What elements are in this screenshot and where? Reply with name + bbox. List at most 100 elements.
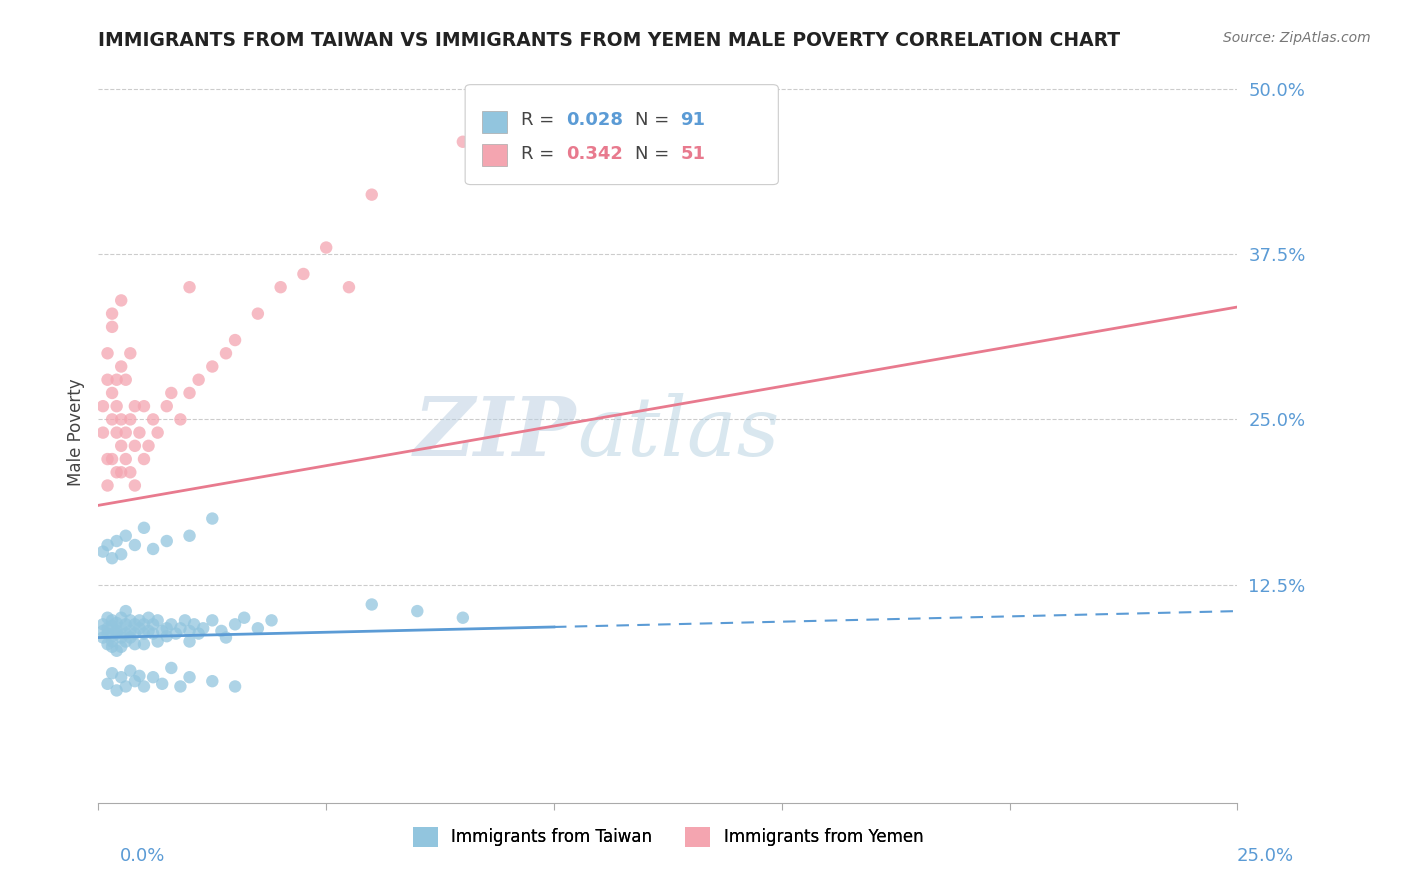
Point: [142, 541, 165, 556]
Point: [114, 452, 136, 467]
Point: [96, 478, 118, 492]
Text: N =: N =: [636, 112, 675, 129]
Point: [101, 618, 124, 632]
Point: [114, 373, 136, 387]
Point: [110, 670, 132, 684]
Point: [96, 621, 118, 635]
Point: [120, 412, 142, 426]
Point: [91, 544, 114, 558]
Point: [114, 604, 136, 618]
Text: IMMIGRANTS FROM TAIWAN VS IMMIGRANTS FROM YEMEN MALE POVERTY CORRELATION CHART: IMMIGRANTS FROM TAIWAN VS IMMIGRANTS FRO…: [98, 30, 1121, 50]
Text: 91: 91: [681, 112, 706, 129]
Point: [132, 521, 155, 535]
Point: [91, 631, 114, 645]
Point: [270, 280, 292, 294]
Point: [110, 611, 132, 625]
Point: [96, 373, 118, 387]
Point: [110, 412, 132, 426]
Point: [101, 452, 124, 467]
Text: 0.0%: 0.0%: [120, 847, 165, 865]
Point: [96, 626, 118, 640]
Point: [169, 621, 191, 635]
Point: [110, 293, 132, 308]
Point: [105, 373, 128, 387]
Point: [260, 613, 283, 627]
Point: [114, 634, 136, 648]
Point: [105, 626, 128, 640]
Point: [292, 267, 315, 281]
Text: atlas: atlas: [576, 392, 779, 473]
Point: [101, 386, 124, 401]
Point: [96, 452, 118, 467]
Point: [110, 465, 132, 479]
Point: [105, 399, 128, 413]
Point: [201, 674, 224, 689]
Text: 51: 51: [681, 145, 706, 162]
Text: R =: R =: [522, 112, 560, 129]
Point: [138, 611, 160, 625]
Point: [128, 669, 150, 683]
Point: [120, 465, 142, 479]
Text: 0.342: 0.342: [567, 145, 623, 162]
Point: [201, 359, 224, 374]
Text: 25.0%: 25.0%: [1236, 847, 1294, 865]
FancyBboxPatch shape: [482, 111, 508, 133]
Point: [179, 624, 201, 638]
Point: [451, 611, 474, 625]
Point: [146, 425, 169, 440]
Point: [451, 135, 474, 149]
Point: [132, 399, 155, 413]
Point: [179, 280, 201, 294]
FancyBboxPatch shape: [482, 144, 508, 166]
Point: [124, 478, 146, 492]
Point: [360, 598, 382, 612]
Point: [209, 624, 232, 638]
Point: [96, 637, 118, 651]
Point: [179, 386, 201, 401]
Point: [150, 677, 173, 691]
Point: [128, 613, 150, 627]
Text: ZIP: ZIP: [415, 392, 576, 473]
Point: [146, 634, 169, 648]
Point: [110, 640, 132, 654]
Point: [156, 399, 179, 413]
Point: [169, 680, 191, 694]
Point: [132, 637, 155, 651]
Point: [105, 425, 128, 440]
Point: [165, 626, 187, 640]
Point: [160, 386, 183, 401]
Point: [91, 624, 114, 638]
Point: [96, 346, 118, 360]
Point: [110, 359, 132, 374]
Point: [124, 637, 146, 651]
Point: [215, 631, 238, 645]
Point: [179, 670, 201, 684]
Point: [187, 626, 209, 640]
Point: [105, 624, 128, 638]
Point: [142, 617, 165, 632]
Point: [124, 626, 146, 640]
Point: [160, 661, 183, 675]
Point: [187, 373, 209, 387]
Point: [101, 319, 124, 334]
Point: [105, 534, 128, 549]
Point: [110, 439, 132, 453]
Point: [156, 629, 179, 643]
Point: [179, 634, 201, 648]
Y-axis label: Male Poverty: Male Poverty: [66, 379, 84, 486]
Point: [120, 631, 142, 645]
Point: [183, 617, 205, 632]
Point: [110, 547, 132, 561]
Point: [101, 613, 124, 627]
Point: [101, 640, 124, 654]
Point: [120, 613, 142, 627]
Point: [315, 240, 337, 255]
Point: [124, 439, 146, 453]
Text: R =: R =: [522, 145, 560, 162]
Point: [233, 611, 256, 625]
Point: [110, 621, 132, 635]
Point: [132, 680, 155, 694]
Point: [406, 604, 429, 618]
Point: [156, 621, 179, 635]
Point: [128, 425, 150, 440]
